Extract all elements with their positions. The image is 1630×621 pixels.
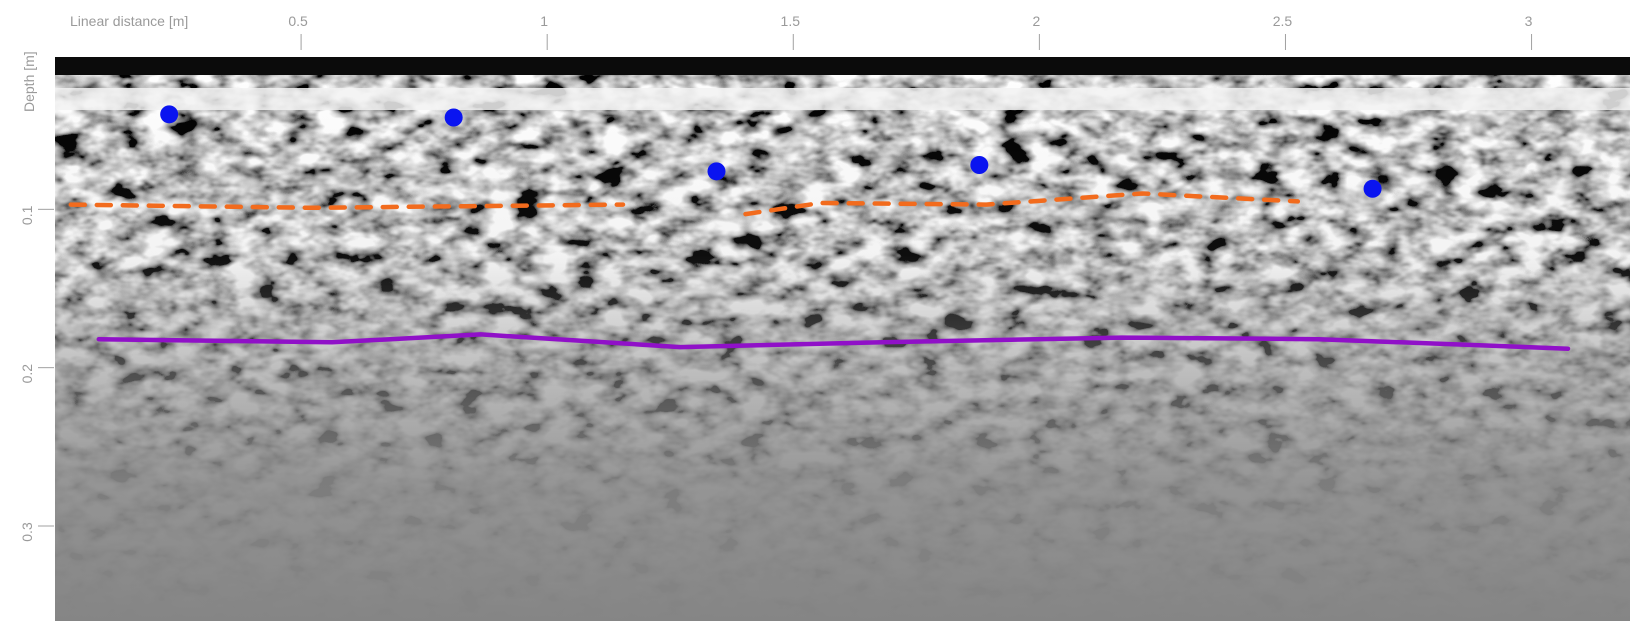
marker-point xyxy=(970,156,989,174)
marker-point xyxy=(707,162,726,181)
x-tick-label: 2 xyxy=(1032,13,1040,29)
x-tick-label: 1.5 xyxy=(781,13,801,29)
x-tick-label: 1 xyxy=(540,13,548,29)
y-tick-label: 0.3 xyxy=(19,522,35,542)
dashed-interface xyxy=(68,191,1301,217)
marker-point xyxy=(1363,179,1382,198)
marker-point xyxy=(444,108,463,127)
y-tick-label: 0.1 xyxy=(19,205,35,225)
marker-point xyxy=(160,105,179,124)
y-axis-label: Depth [m] xyxy=(21,51,37,112)
x-tick-label: 3 xyxy=(1525,13,1533,29)
y-tick-label: 0.2 xyxy=(19,364,35,384)
radargram-image xyxy=(55,57,1630,621)
x-tick-label: 0.5 xyxy=(288,13,308,29)
x-tick-label: 2.5 xyxy=(1273,13,1293,29)
x-axis-label: Linear distance [m] xyxy=(70,13,188,29)
interface-line xyxy=(96,332,1571,351)
